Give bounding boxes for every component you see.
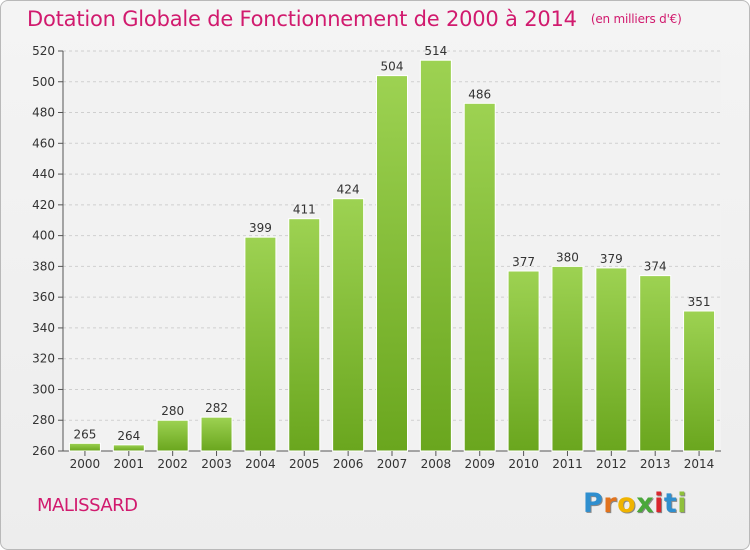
y-tick-label: 480 [32,106,55,120]
data-label: 486 [468,87,491,101]
bar [332,198,365,452]
x-tick-label: 2004 [245,457,276,471]
proxiti-logo: Proxiti [583,488,687,519]
y-tick-label: 420 [32,198,55,212]
x-tick-label: 2014 [684,457,715,471]
logo-letter: i [677,488,688,519]
y-tick-label: 500 [32,75,55,89]
bar [68,442,101,452]
logo-letter: i [654,488,664,519]
bar [683,310,716,452]
data-label: 280 [161,404,184,418]
y-tick-label: 360 [32,290,55,304]
y-tick-label: 460 [32,136,55,150]
bar [551,265,584,452]
x-tick-label: 2000 [70,457,101,471]
x-tick-label: 2009 [464,457,495,471]
bar [595,267,628,452]
bar [288,218,321,452]
y-tick-label: 520 [32,44,55,58]
data-label: 282 [205,401,228,415]
data-label: 424 [337,183,360,197]
data-label: 504 [381,60,404,74]
x-tick-label: 2013 [640,457,671,471]
data-label: 264 [117,429,140,443]
logo-letter: r [603,488,618,519]
x-tick-label: 2007 [377,457,408,471]
bar [244,236,277,452]
logo-letter: t [663,488,678,519]
data-label: 411 [293,203,316,217]
bar [507,270,540,452]
x-tick-label: 2006 [333,457,364,471]
x-tick-label: 2005 [289,457,320,471]
y-tick-label: 440 [32,167,55,181]
chart-title-text: Dotation Globale de Fonctionnement de 20… [27,7,577,31]
chart-unit-label: (en milliers d'€) [590,12,682,26]
bar [463,102,496,452]
bar [156,419,189,452]
x-tick-label: 2008 [421,457,452,471]
data-label: 377 [512,255,535,269]
bar [639,275,672,452]
y-tick-label: 300 [32,382,55,396]
logo-letter: o [617,488,637,519]
y-tick-label: 320 [32,352,55,366]
data-label: 351 [688,295,711,309]
y-tick-label: 280 [32,413,55,427]
data-label: 265 [73,427,96,441]
x-tick-label: 2002 [157,457,188,471]
logo-letter: x [636,488,655,519]
bar [376,75,408,452]
bar [112,444,145,452]
y-tick-label: 380 [32,259,55,273]
x-tick-label: 2001 [114,457,145,471]
y-tick-label: 400 [32,229,55,243]
y-tick-label: 260 [32,444,55,458]
data-label: 380 [556,250,579,264]
chart-title: Dotation Globale de Fonctionnement de 20… [27,7,682,31]
y-tick-label: 340 [32,321,55,335]
x-tick-label: 2012 [596,457,627,471]
logo-letter: P [583,488,604,519]
data-label: 514 [424,44,447,58]
x-tick-label: 2011 [552,457,583,471]
data-label: 379 [600,252,623,266]
data-label: 399 [249,221,272,235]
x-tick-label: 2003 [201,457,232,471]
data-label: 374 [644,260,667,274]
x-tick-label: 2010 [508,457,539,471]
commune-name: MALISSARD [37,495,138,516]
bar [200,416,233,452]
bar [419,59,452,452]
